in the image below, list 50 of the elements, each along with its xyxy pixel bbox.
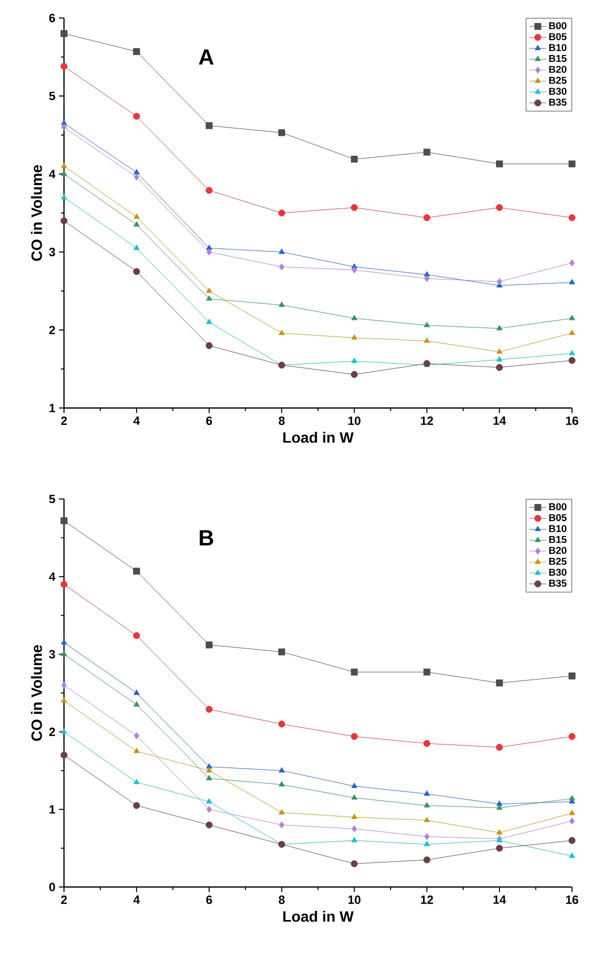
legend-label: B20 [549, 66, 566, 73]
legend-label: B15 [549, 536, 567, 543]
annotation: A [198, 49, 214, 65]
x-tick-label: 10 [348, 896, 360, 904]
legend-label: B05 [549, 514, 567, 522]
legend-label: B00 [549, 503, 566, 510]
x-tick-label: 14 [494, 896, 506, 904]
annotation: B [200, 530, 214, 546]
legend-label: B20 [549, 546, 566, 554]
y-tick-label: 4 [49, 572, 56, 581]
legend-label: B15 [549, 55, 567, 62]
y-axis-title: CO in Volume [31, 645, 42, 741]
y-tick-label: 1 [50, 805, 56, 814]
x-tick-label: 8 [278, 896, 285, 904]
y-tick-label: 0 [49, 882, 55, 892]
x-axis-title: Load in W [283, 432, 354, 443]
legend-label: B35 [549, 98, 567, 106]
legend-label: B10 [549, 44, 566, 52]
x-axis-title: Load in W [283, 910, 354, 922]
x-tick-label: 16 [566, 896, 578, 904]
legend-label: B00 [549, 22, 566, 30]
x-tick-label: 6 [206, 416, 212, 425]
legend-label: B30 [549, 88, 566, 95]
x-tick-label: 16 [566, 416, 578, 425]
legend-label: B25 [549, 558, 567, 565]
legend-label: B25 [549, 76, 567, 84]
x-tick-label: 2 [61, 416, 67, 425]
x-tick-label: 12 [420, 416, 434, 425]
y-tick-label: 4 [49, 170, 56, 178]
x-tick-label: 4 [133, 416, 140, 425]
y-tick-label: 5 [49, 92, 56, 100]
x-tick-label: 2 [61, 896, 67, 904]
x-tick-label: 6 [206, 896, 212, 904]
legend-label: B10 [549, 525, 566, 532]
x-tick-label: 4 [133, 896, 140, 904]
legend-label: B05 [549, 33, 567, 40]
x-tick-label: 12 [420, 896, 434, 904]
y-axis-title: CO in Volume [31, 165, 42, 261]
x-tick-label: 10 [348, 416, 360, 425]
y-tick-label: 2 [49, 728, 56, 736]
x-tick-label: 14 [494, 416, 506, 425]
y-tick-label: 5 [49, 494, 56, 504]
y-tick-label: 1 [50, 404, 56, 412]
legend-label: B30 [549, 568, 566, 576]
x-tick-label: 8 [278, 416, 285, 425]
y-tick-label: 2 [49, 326, 56, 334]
y-tick-label: 3 [49, 650, 56, 658]
y-tick-label: 3 [49, 248, 56, 256]
y-tick-label: 6 [49, 14, 56, 22]
legend-label: B35 [549, 580, 567, 587]
